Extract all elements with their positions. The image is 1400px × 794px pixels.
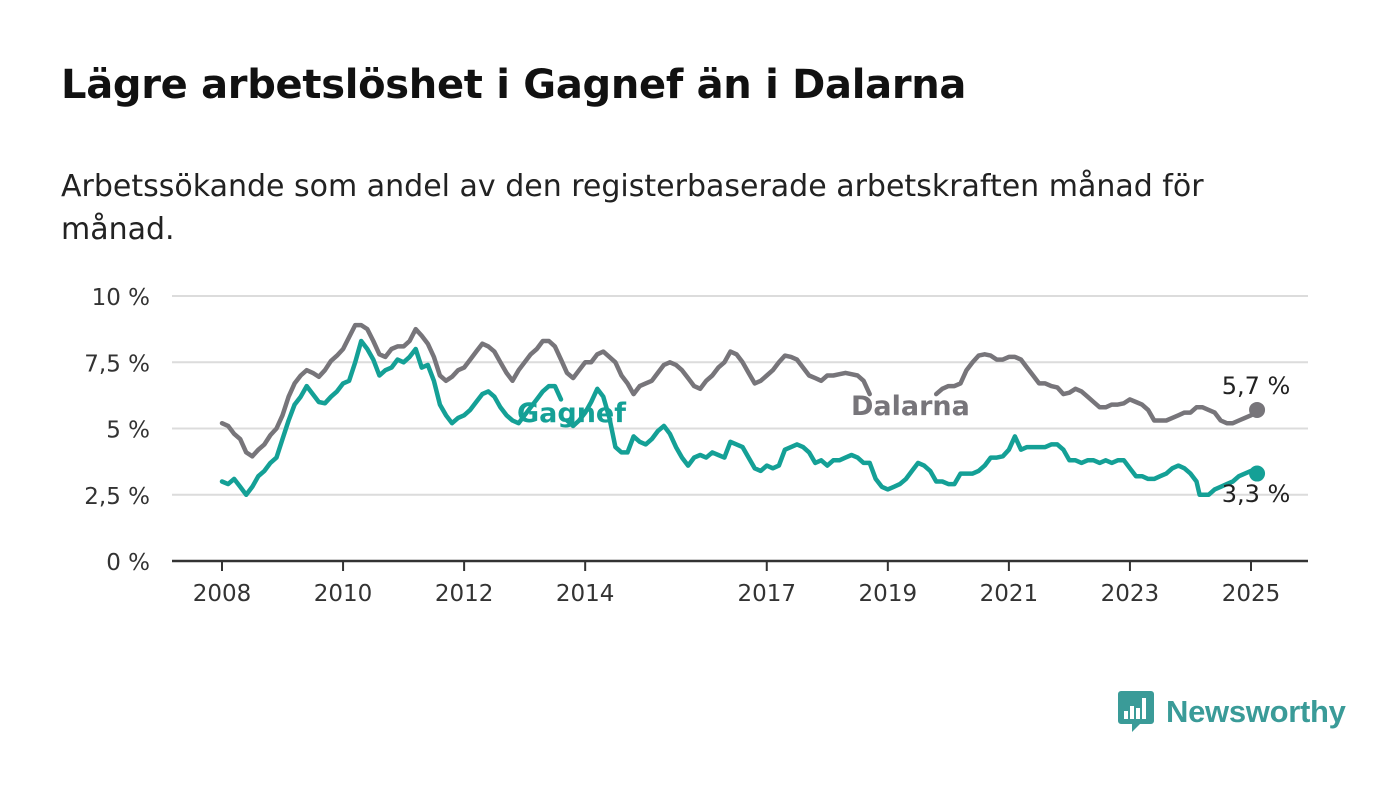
y-axis-tick-labels: 0 % 2,5 % 5 % 7,5 % 10 % (84, 285, 150, 576)
x-tick-label: 2008 (193, 581, 252, 607)
series-label-gagnef: Gagnef (517, 398, 626, 429)
series-line-dalarna-cont (933, 352, 1260, 426)
series-endpoint-gagnef (1249, 465, 1266, 482)
y-tick-label: 0 % (106, 550, 150, 576)
y-tick-label: 7,5 % (84, 351, 150, 377)
gridlines (172, 295, 1308, 563)
newsworthy-logo-icon (1118, 691, 1154, 732)
y-tick-label: 5 % (106, 418, 150, 444)
brand-name: Newsworthy (1166, 694, 1346, 729)
x-tick-label: 2010 (314, 581, 373, 607)
y-tick-label: 10 % (92, 285, 150, 311)
y-tick-label: 2,5 % (84, 484, 150, 510)
series-lines (219, 322, 1266, 498)
series-labels: Dalarna Gagnef 5,7 % 3,3 % (517, 372, 1290, 508)
x-tick-label: 2019 (859, 581, 918, 607)
x-tick-label: 2014 (556, 581, 615, 607)
x-tick-label: 2017 (737, 581, 796, 607)
x-tick-label: 2021 (980, 581, 1039, 607)
end-value-label-gagnef: 3,3 % (1222, 480, 1291, 508)
end-value-label-dalarna: 5,7 % (1222, 372, 1291, 400)
x-tick-label: 2025 (1222, 581, 1281, 607)
series-line-gagnef-cont (564, 386, 1260, 498)
brand-logo[interactable]: Newsworthy (1118, 691, 1346, 733)
x-tick-label: 2012 (435, 581, 494, 607)
series-line-gagnef (219, 338, 564, 498)
page-subtitle: Arbetssökande som andel av den registerb… (61, 169, 1204, 247)
series-label-dalarna: Dalarna (851, 391, 970, 422)
page-title: Lägre arbetslöshet i Gagnef än i Dalarna (61, 62, 967, 108)
x-axis-tick-labels: 2008 2010 2012 2014 2017 2019 2021 2023 2025 (193, 561, 1281, 607)
series-endpoint-dalarna (1249, 401, 1266, 418)
series-line-dalarna (219, 322, 872, 459)
x-tick-label: 2023 (1101, 581, 1160, 607)
